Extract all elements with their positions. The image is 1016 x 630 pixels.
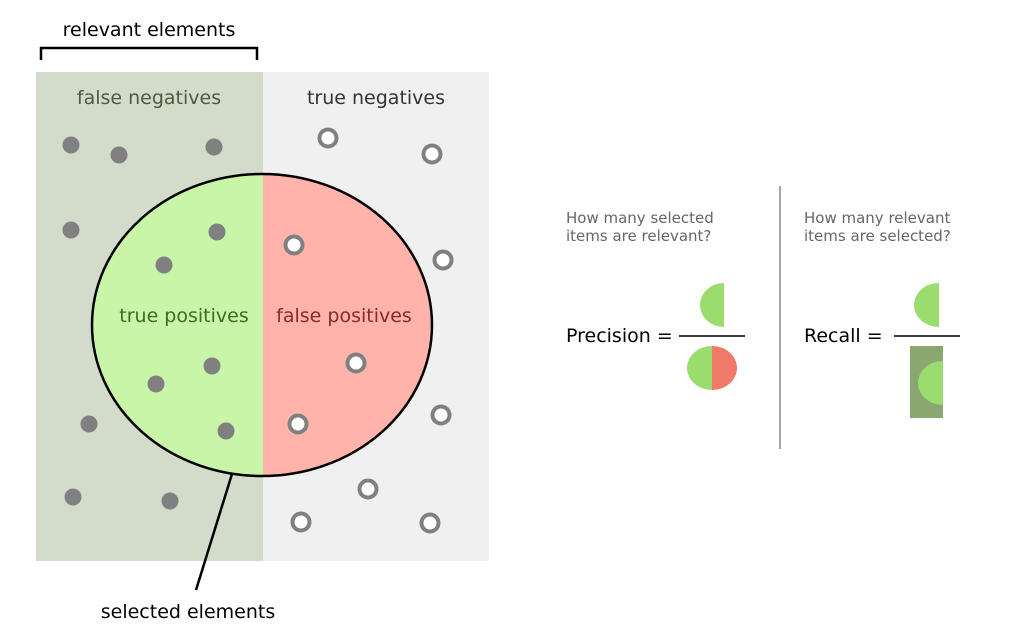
precision-label: Precision = — [566, 325, 673, 347]
false-negatives-label: false negatives — [77, 87, 221, 109]
selection-ellipse — [90, 172, 434, 478]
recall-numerator-icon — [914, 283, 939, 327]
false-positives-label: false positives — [276, 305, 412, 327]
irrelevant-dot — [287, 413, 309, 435]
true-positive-area — [92, 174, 263, 476]
irrelevant-dot — [430, 404, 452, 426]
relevant-dot — [161, 492, 179, 510]
recall-question-line2: items are selected? — [804, 227, 951, 245]
irrelevant-dots — [283, 127, 454, 534]
relevant-dot — [62, 136, 80, 154]
false-positive-area — [263, 174, 432, 476]
relevant-dots — [62, 136, 235, 510]
relevant-dot — [205, 138, 223, 156]
relevant-dot — [62, 221, 80, 239]
recall-question-line1: How many relevant — [804, 209, 950, 227]
irrelevant-dot — [421, 143, 443, 165]
relevant-dot — [217, 422, 235, 440]
irrelevant-dot — [419, 512, 441, 534]
irrelevant-dot — [432, 249, 454, 271]
selected-pointer-line — [194, 473, 234, 591]
relevant-dot — [110, 146, 128, 164]
precision-denominator-red-icon — [712, 346, 737, 390]
precision-question-line1: How many selected — [566, 209, 714, 227]
relevant-dot — [64, 488, 82, 506]
irrelevant-dot — [345, 352, 367, 374]
relevant-label: relevant elements — [63, 19, 236, 41]
true-negatives-label: true negatives — [307, 87, 445, 109]
relevant-dot — [147, 375, 165, 393]
relevant-dot — [203, 357, 221, 375]
precision-numerator-icon — [700, 283, 724, 327]
irrelevant-dot — [283, 234, 305, 256]
irrelevant-dot — [357, 478, 379, 500]
relevant-dot — [208, 223, 226, 241]
relevant-dot — [155, 256, 173, 274]
recall-label: Recall = — [804, 325, 883, 347]
relevant-bracket — [39, 46, 259, 60]
precision-denominator-green-icon — [687, 346, 712, 390]
irrelevant-dot — [290, 511, 312, 533]
relevant-dot — [80, 415, 98, 433]
recall-denominator-half-icon — [918, 361, 943, 405]
precision-question-line2: items are relevant? — [566, 227, 711, 245]
true-positives-label: true positives — [119, 305, 248, 327]
selected-label: selected elements — [101, 601, 276, 623]
irrelevant-dot — [317, 127, 339, 149]
